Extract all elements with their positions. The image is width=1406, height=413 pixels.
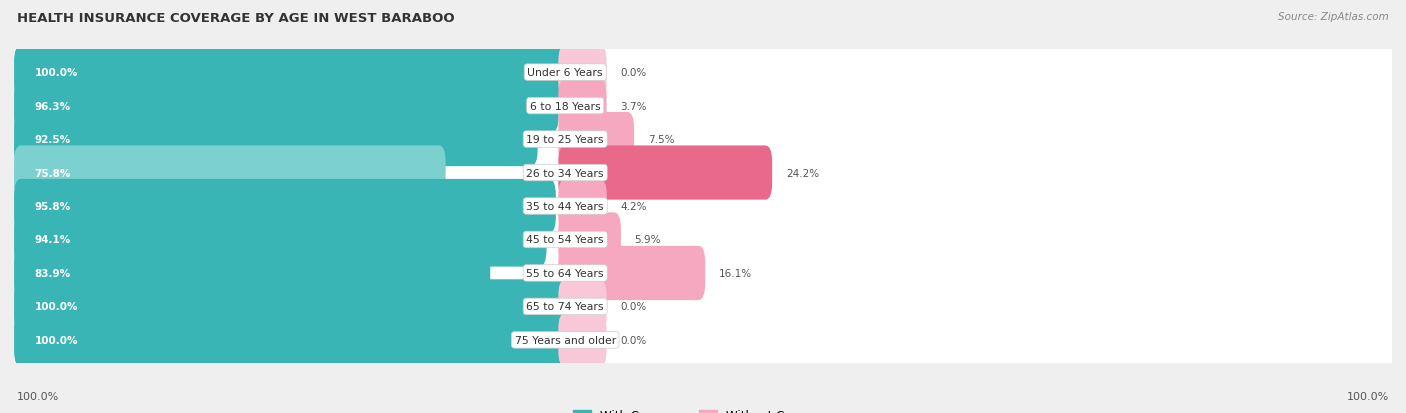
FancyBboxPatch shape <box>558 146 772 200</box>
FancyBboxPatch shape <box>7 35 1399 112</box>
Text: 75.8%: 75.8% <box>35 168 72 178</box>
Text: 100.0%: 100.0% <box>35 68 79 78</box>
FancyBboxPatch shape <box>558 113 634 167</box>
Text: 3.7%: 3.7% <box>620 101 647 112</box>
Text: 100.0%: 100.0% <box>17 391 59 401</box>
FancyBboxPatch shape <box>558 79 606 133</box>
FancyBboxPatch shape <box>11 239 1395 307</box>
FancyBboxPatch shape <box>7 202 1399 278</box>
Text: 45 to 54 Years: 45 to 54 Years <box>526 235 605 245</box>
FancyBboxPatch shape <box>7 101 1399 178</box>
Text: 7.5%: 7.5% <box>648 135 675 145</box>
FancyBboxPatch shape <box>11 72 1395 140</box>
Legend: With Coverage, Without Coverage: With Coverage, Without Coverage <box>568 404 838 413</box>
Text: HEALTH INSURANCE COVERAGE BY AGE IN WEST BARABOO: HEALTH INSURANCE COVERAGE BY AGE IN WEST… <box>17 12 454 25</box>
FancyBboxPatch shape <box>11 106 1395 174</box>
Text: 4.2%: 4.2% <box>620 202 647 211</box>
FancyBboxPatch shape <box>7 68 1399 145</box>
Text: 16.1%: 16.1% <box>718 268 752 278</box>
Text: Source: ZipAtlas.com: Source: ZipAtlas.com <box>1278 12 1389 22</box>
FancyBboxPatch shape <box>558 213 621 267</box>
FancyBboxPatch shape <box>11 306 1395 374</box>
Text: 83.9%: 83.9% <box>35 268 70 278</box>
FancyBboxPatch shape <box>7 135 1399 211</box>
Text: 100.0%: 100.0% <box>35 335 79 345</box>
FancyBboxPatch shape <box>11 139 1395 207</box>
FancyBboxPatch shape <box>14 113 537 167</box>
FancyBboxPatch shape <box>14 280 579 334</box>
Text: 92.5%: 92.5% <box>35 135 70 145</box>
FancyBboxPatch shape <box>14 146 446 200</box>
FancyBboxPatch shape <box>14 79 558 133</box>
Text: 94.1%: 94.1% <box>35 235 70 245</box>
Text: 100.0%: 100.0% <box>1347 391 1389 401</box>
Text: 6 to 18 Years: 6 to 18 Years <box>530 101 600 112</box>
FancyBboxPatch shape <box>7 301 1399 378</box>
FancyBboxPatch shape <box>558 313 606 367</box>
FancyBboxPatch shape <box>11 273 1395 341</box>
Text: 5.9%: 5.9% <box>634 235 661 245</box>
FancyBboxPatch shape <box>7 168 1399 245</box>
FancyBboxPatch shape <box>14 313 579 367</box>
Text: 26 to 34 Years: 26 to 34 Years <box>526 168 605 178</box>
Text: 65 to 74 Years: 65 to 74 Years <box>526 301 605 312</box>
FancyBboxPatch shape <box>14 180 555 233</box>
Text: 24.2%: 24.2% <box>786 168 820 178</box>
FancyBboxPatch shape <box>14 213 547 267</box>
Text: 35 to 44 Years: 35 to 44 Years <box>526 202 605 211</box>
FancyBboxPatch shape <box>558 180 607 233</box>
Text: Under 6 Years: Under 6 Years <box>527 68 603 78</box>
FancyBboxPatch shape <box>11 206 1395 274</box>
FancyBboxPatch shape <box>11 39 1395 107</box>
FancyBboxPatch shape <box>7 235 1399 312</box>
FancyBboxPatch shape <box>558 46 606 100</box>
Text: 19 to 25 Years: 19 to 25 Years <box>526 135 605 145</box>
Text: 96.3%: 96.3% <box>35 101 70 112</box>
FancyBboxPatch shape <box>11 173 1395 240</box>
Text: 75 Years and older: 75 Years and older <box>515 335 616 345</box>
Text: 0.0%: 0.0% <box>620 301 647 312</box>
Text: 0.0%: 0.0% <box>620 68 647 78</box>
Text: 100.0%: 100.0% <box>35 301 79 312</box>
FancyBboxPatch shape <box>558 280 606 334</box>
FancyBboxPatch shape <box>558 246 706 300</box>
FancyBboxPatch shape <box>14 246 491 300</box>
Text: 95.8%: 95.8% <box>35 202 70 211</box>
FancyBboxPatch shape <box>7 268 1399 345</box>
FancyBboxPatch shape <box>14 46 579 100</box>
Text: 0.0%: 0.0% <box>620 335 647 345</box>
Text: 55 to 64 Years: 55 to 64 Years <box>526 268 605 278</box>
